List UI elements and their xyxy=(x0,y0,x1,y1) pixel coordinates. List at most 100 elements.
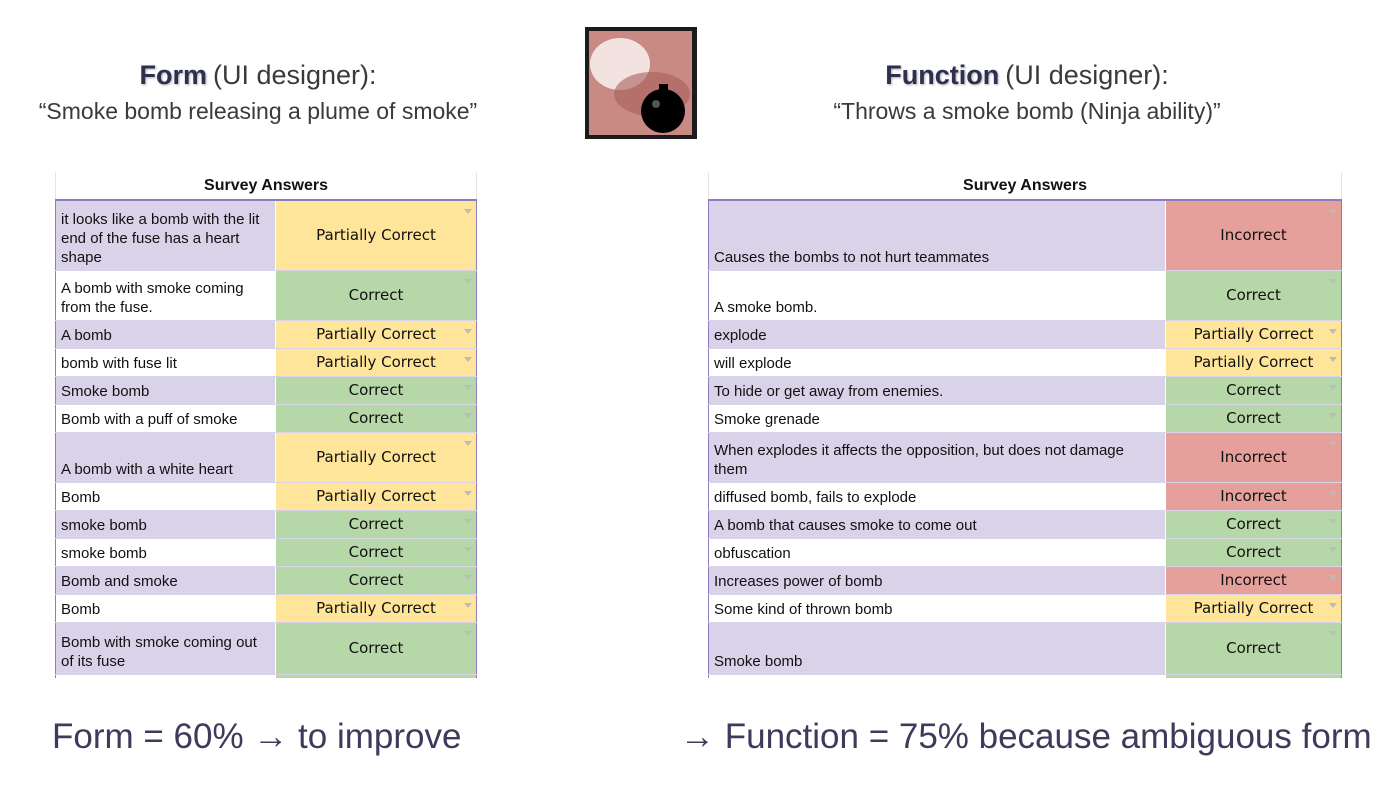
left-heading: Form (UI designer): “Smoke bomb releasing… xyxy=(0,58,516,126)
rating: Partially Correct xyxy=(1164,348,1343,377)
answer-row: Smoke bomb Correct xyxy=(55,376,478,405)
partial-row xyxy=(708,674,1343,678)
answer-row: A bomb with smoke coming from the fuse. C… xyxy=(55,270,478,321)
rating: Partially Correct xyxy=(274,320,478,349)
quote: “Smoke bomb releasing a plume of smoke” xyxy=(38,98,478,124)
answer: Smoke grenade xyxy=(708,404,1166,433)
answer: A bomb with smoke coming from the fuse. xyxy=(55,270,276,321)
rating: Partially Correct xyxy=(274,432,478,483)
answer-row: A bomb Partially Correct xyxy=(55,320,478,349)
answer: A smoke bomb. xyxy=(708,270,1166,321)
answer-row: Bomb Partially Correct xyxy=(55,482,478,511)
answer: bomb with fuse lit xyxy=(55,348,276,377)
empty-cell xyxy=(1165,674,1343,678)
answer-row: A bomb that causes smoke to come out Corr… xyxy=(708,510,1343,539)
partial-row xyxy=(55,674,478,678)
rating: Correct xyxy=(274,510,478,539)
answer: Bomb with a puff of smoke xyxy=(55,404,276,433)
quote: “Throws a smoke bomb (Ninja ability)” xyxy=(833,98,1221,124)
answer-row: Some kind of thrown bomb Partially Correc… xyxy=(708,594,1343,623)
answer: A bomb with a white heart xyxy=(55,432,276,483)
answer: Causes the bombs to not hurt teammates xyxy=(708,200,1166,271)
answer: Bomb xyxy=(55,482,276,511)
answer-row: Smoke bomb Correct xyxy=(708,622,1343,675)
answer-row: To hide or get away from enemies. Correct xyxy=(708,376,1343,405)
rating: Correct xyxy=(1164,622,1343,675)
rating: Incorrect xyxy=(1164,432,1343,483)
rating: Correct xyxy=(1164,404,1343,433)
answer: Smoke bomb xyxy=(708,622,1166,675)
answer-row: Increases power of bomb Incorrect xyxy=(708,566,1343,595)
table-title: Survey Answers xyxy=(54,172,478,201)
answer: Smoke bomb xyxy=(55,376,276,405)
answer: A bomb that causes smoke to come out xyxy=(708,510,1166,539)
answer: it looks like a bomb with the lit end of… xyxy=(55,200,276,271)
answer: explode xyxy=(708,320,1166,349)
rating: Correct xyxy=(274,270,478,321)
answer: Some kind of thrown bomb xyxy=(708,594,1166,623)
rating: Incorrect xyxy=(1164,200,1343,271)
table-title: Survey Answers xyxy=(707,172,1343,201)
answer-row: A smoke bomb. Correct xyxy=(708,270,1343,321)
icon-fuse xyxy=(659,84,668,92)
answer-row: A bomb with a white heart Partially Corre… xyxy=(55,432,478,483)
answer: Increases power of bomb xyxy=(708,566,1166,595)
answer-row: Bomb with a puff of smoke Correct xyxy=(55,404,478,433)
answer: obfuscation xyxy=(708,538,1166,567)
answer-row: bomb with fuse lit Partially Correct xyxy=(55,348,478,377)
answer: diffused bomb, fails to explode xyxy=(708,482,1166,511)
rating: Correct xyxy=(1164,510,1343,539)
rating: Correct xyxy=(1164,538,1343,567)
rating: Incorrect xyxy=(1164,566,1343,595)
rating: Correct xyxy=(274,566,478,595)
heading-rest: (UI designer): xyxy=(1005,60,1169,90)
answer-row: Bomb Partially Correct xyxy=(55,594,478,623)
title-row: Survey Answers xyxy=(54,172,478,201)
answer-row: explode Partially Correct xyxy=(708,320,1343,349)
answer: smoke bomb xyxy=(55,538,276,567)
heading-rest: (UI designer): xyxy=(212,60,377,90)
rating: Partially Correct xyxy=(274,348,478,377)
rating: Correct xyxy=(274,622,478,675)
rating: Correct xyxy=(274,376,478,405)
answer: smoke bomb xyxy=(55,510,276,539)
answer: Bomb and smoke xyxy=(55,566,276,595)
rating: Correct xyxy=(1164,270,1343,321)
answer: To hide or get away from enemies. xyxy=(708,376,1166,405)
answer-row: Causes the bombs to not hurt teammates In… xyxy=(708,200,1343,271)
icon-bomb xyxy=(641,89,685,133)
right-heading: Function (UI designer): “Throws a smoke b… xyxy=(780,58,1274,126)
ability-icon xyxy=(585,27,697,139)
answer-row: diffused bomb, fails to explode Incorrect xyxy=(708,482,1343,511)
answer: A bomb xyxy=(55,320,276,349)
rating: Partially Correct xyxy=(274,594,478,623)
answer-row: When explodes it affects the opposition,… xyxy=(708,432,1343,483)
heading-bold: Form xyxy=(139,60,207,90)
answer-row: it looks like a bomb with the lit end of… xyxy=(55,200,478,271)
rating: Partially Correct xyxy=(1164,594,1343,623)
empty-cell xyxy=(275,674,478,678)
icon-highlight xyxy=(652,100,660,108)
rating: Correct xyxy=(274,538,478,567)
survey-table: Survey Answers it looks like a bomb with … xyxy=(54,172,478,678)
rating: Partially Correct xyxy=(274,482,478,511)
answer-row: smoke bomb Correct xyxy=(55,538,478,567)
heading-bold: Function xyxy=(885,60,1000,90)
rating: Incorrect xyxy=(1164,482,1343,511)
answer-row: Smoke grenade Correct xyxy=(708,404,1343,433)
answer: When explodes it affects the opposition,… xyxy=(708,432,1166,483)
answer-row: will explode Partially Correct xyxy=(708,348,1343,377)
rating: Correct xyxy=(1164,376,1343,405)
answer-row: obfuscation Correct xyxy=(708,538,1343,567)
rating: Correct xyxy=(274,404,478,433)
answer-row: Bomb with smoke coming out of its fuse Co… xyxy=(55,622,478,675)
survey-table: Survey Answers Causes the bombs to not hu… xyxy=(707,172,1343,678)
title-row: Survey Answers xyxy=(707,172,1343,201)
answer: Bomb with smoke coming out of its fuse xyxy=(55,622,276,675)
rating: Partially Correct xyxy=(1164,320,1343,349)
empty-cell xyxy=(708,674,1166,678)
rating: Partially Correct xyxy=(274,200,478,271)
summary: → Function = 75% because ambiguous form xyxy=(680,717,1372,756)
answer-row: Bomb and smoke Correct xyxy=(55,566,478,595)
